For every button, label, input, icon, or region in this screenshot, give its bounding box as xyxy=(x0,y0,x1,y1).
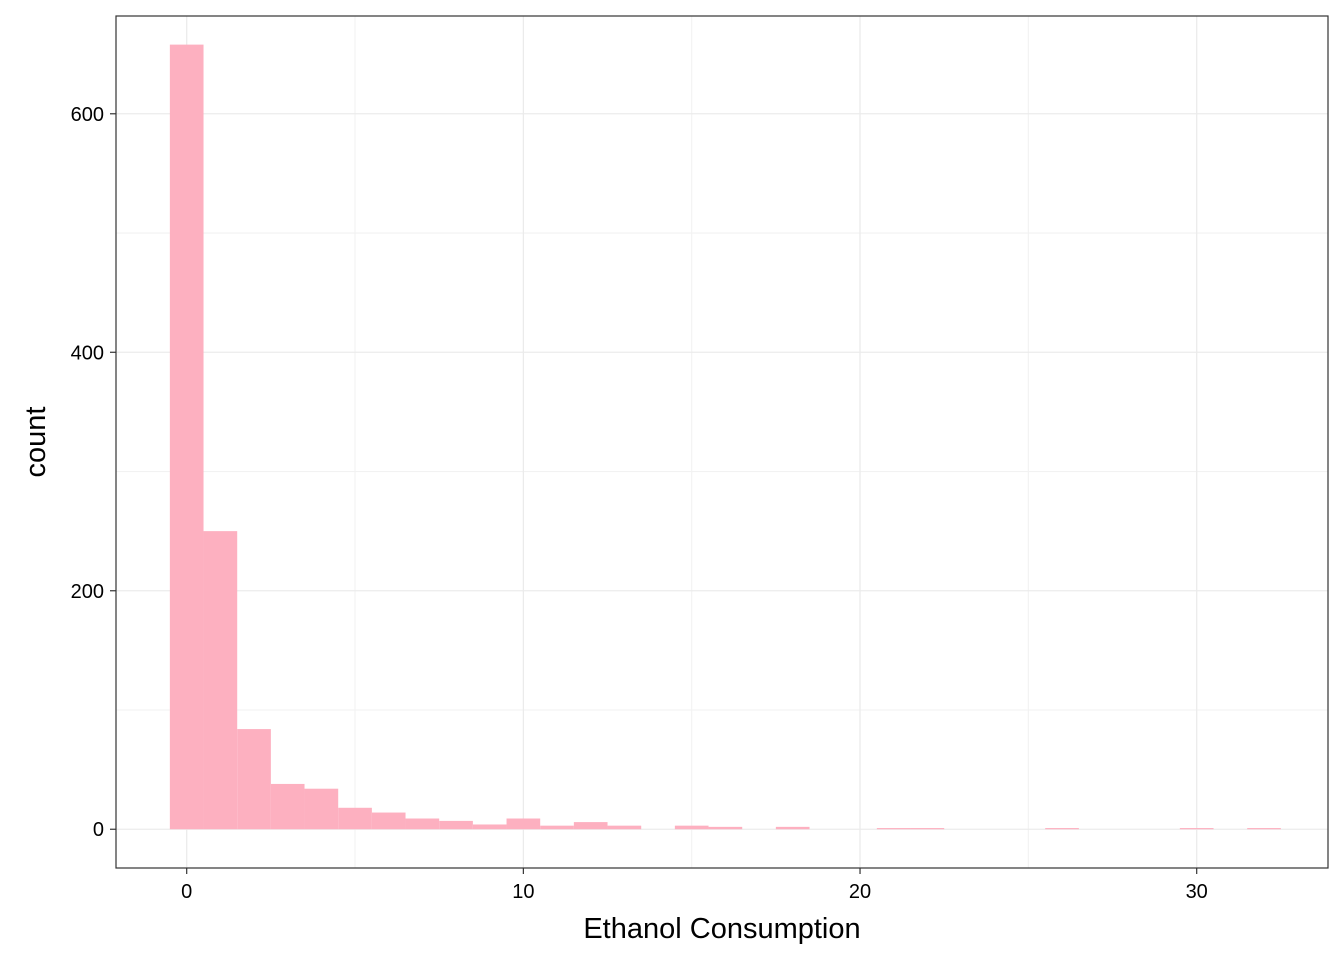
histogram-bar xyxy=(439,820,473,830)
histogram-bar xyxy=(573,822,608,830)
x-axis-title: Ethanol Consumption xyxy=(583,913,860,945)
histogram-bar xyxy=(775,826,810,830)
histogram-bar xyxy=(876,828,911,830)
histogram-bar xyxy=(203,531,238,830)
histogram-bar xyxy=(472,824,507,830)
y-tick-label: 600 xyxy=(71,104,104,126)
histogram-bars xyxy=(169,44,1281,830)
histogram-bar xyxy=(237,729,271,830)
histogram-bar xyxy=(674,825,709,830)
histogram-bar xyxy=(910,828,945,830)
plot-background xyxy=(116,16,1328,868)
histogram-bar xyxy=(169,44,204,830)
histogram-bar xyxy=(708,826,743,830)
x-tick-label: 30 xyxy=(1186,881,1208,903)
histogram-bar xyxy=(1179,828,1214,830)
histogram-bar xyxy=(338,807,372,830)
histogram-bar xyxy=(506,818,541,830)
histogram-bar xyxy=(270,783,305,830)
histogram-bar xyxy=(540,825,574,830)
x-tick-label: 20 xyxy=(849,881,871,903)
histogram-bar xyxy=(1247,828,1281,830)
y-axis-ticks: 0 200 400 600 xyxy=(71,104,116,841)
minor-gridlines xyxy=(116,16,1328,868)
x-tick-label: 10 xyxy=(512,881,534,903)
histogram-bar xyxy=(304,788,339,830)
y-tick-label: 400 xyxy=(71,342,104,364)
histogram-bar xyxy=(405,818,440,830)
histogram-bar xyxy=(371,812,406,830)
x-tick-label: 0 xyxy=(181,881,192,903)
y-tick-label: 200 xyxy=(71,581,104,603)
x-axis-ticks: 0 10 20 30 xyxy=(181,868,1208,903)
y-axis-title: count xyxy=(20,407,52,478)
y-tick-label: 0 xyxy=(93,819,104,841)
plot-panel-border xyxy=(115,15,1329,869)
histogram-bar xyxy=(1045,828,1079,830)
histogram-bar xyxy=(607,825,642,830)
